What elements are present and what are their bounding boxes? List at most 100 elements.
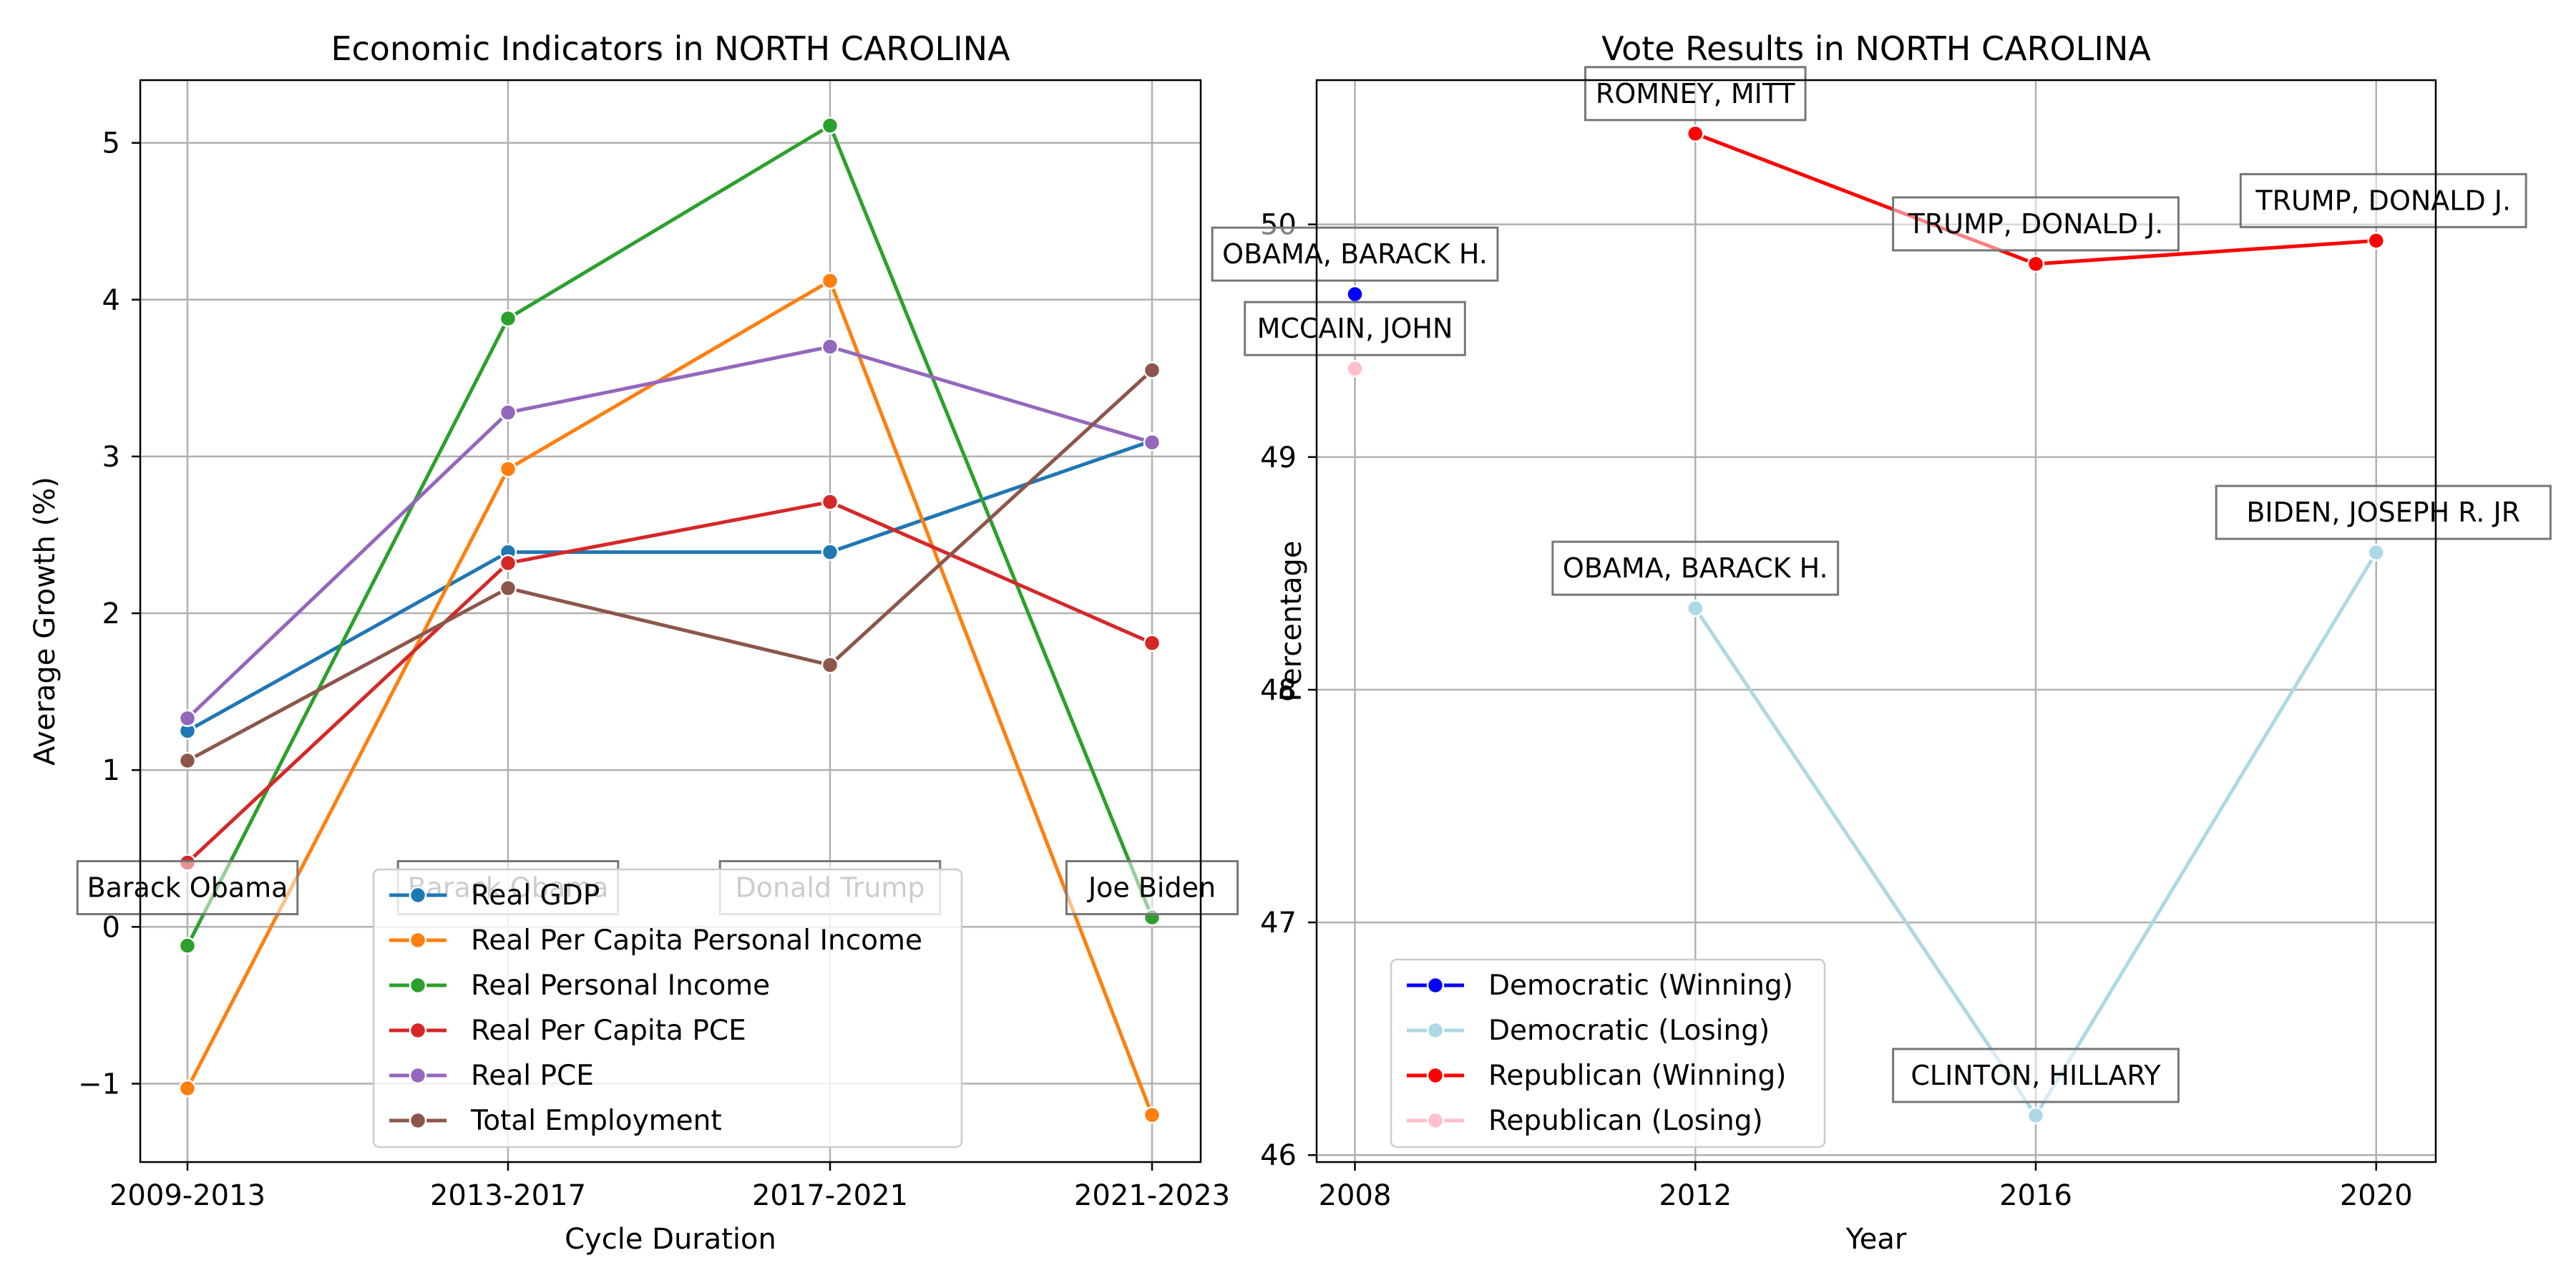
right-annotation-box <box>1892 1048 2180 1103</box>
left-x-axis-label: Cycle Duration <box>565 1223 776 1256</box>
left-series-line <box>186 369 1153 763</box>
left-data-point <box>1143 433 1161 452</box>
left-data-point <box>821 493 839 511</box>
left-legend-entry: Real Per Capita PCE <box>471 1015 746 1047</box>
right-annotation-box <box>1892 196 2180 252</box>
legend-swatch-marker <box>409 886 427 904</box>
right-x-axis-label: Year <box>1845 1223 1907 1256</box>
right-data-point <box>1687 599 1704 618</box>
right-y-axis-label: Percentage <box>1275 540 1308 701</box>
left-y-tick-label: 3 <box>102 441 120 474</box>
right-y-tick-label: 47 <box>1260 907 1297 940</box>
left-y-tick-label: 1 <box>102 754 120 787</box>
left-y-axis-label: Average Growth (%) <box>29 477 62 766</box>
left-data-point <box>178 1079 197 1098</box>
left-data-point <box>499 309 517 328</box>
legend-swatch-marker <box>409 1111 427 1130</box>
left-legend-entry: Real PCE <box>471 1060 594 1092</box>
right-annotation: BIDEN, JOSEPH R. JR <box>2246 497 2520 528</box>
left-x-tick-label: 2017-2021 <box>752 1179 908 1212</box>
right-data-point <box>2026 255 2045 273</box>
legend-swatch-marker <box>409 1021 427 1040</box>
right-annotation-box <box>2215 484 2552 540</box>
right-x-tick-label: 2008 <box>1319 1179 1392 1212</box>
left-chart-title: Economic Indicators in NORTH CAROLINA <box>331 29 1010 68</box>
left-data-point <box>178 751 197 770</box>
right-annotation: TRUMP, DONALD J. <box>2255 185 2511 216</box>
left-annotation-box <box>76 860 299 916</box>
left-y-tick-label: −1 <box>78 1068 120 1101</box>
left-x-tick-label: 2009-2013 <box>109 1179 265 1212</box>
legend-swatch-marker <box>409 976 427 995</box>
right-legend-entry: Democratic (Winning) <box>1488 970 1793 1002</box>
right-annotation: OBAMA, BARACK H. <box>1563 552 1828 584</box>
right-annotation-box <box>1551 540 1840 596</box>
legend-swatch-marker <box>409 931 427 950</box>
legend-swatch-marker <box>409 1066 427 1085</box>
left-data-point <box>821 117 839 135</box>
right-data-point <box>1346 285 1364 303</box>
legend-swatch-marker <box>1426 1021 1445 1040</box>
left-data-point <box>1143 634 1161 652</box>
left-legend <box>372 868 963 1148</box>
left-y-tick-label: 2 <box>102 597 120 630</box>
left-legend-entry: Real Per Capita Personal Income <box>471 924 922 957</box>
left-series-line <box>186 499 1153 864</box>
right-y-tick-label: 49 <box>1260 441 1297 474</box>
right-data-point <box>1346 359 1364 378</box>
right-legend <box>1390 958 1826 1148</box>
right-legend-entry: Democratic (Losing) <box>1488 1015 1770 1047</box>
left-data-point <box>821 338 839 356</box>
right-data-point <box>1687 125 1704 143</box>
left-data-point <box>178 709 197 728</box>
left-data-point <box>821 272 839 290</box>
left-series-line <box>186 439 1153 733</box>
right-data-point <box>2367 232 2385 250</box>
right-data-point <box>2026 1106 2045 1125</box>
left-legend-entry: Total Employment <box>470 1105 722 1137</box>
legend-swatch-marker <box>1426 1111 1445 1130</box>
right-annotation: TRUMP, DONALD J. <box>1908 208 2164 240</box>
left-data-point <box>1143 361 1161 379</box>
right-x-tick-label: 2020 <box>2340 1179 2413 1212</box>
left-annotation-box <box>1065 860 1239 916</box>
legend-swatch-marker <box>1426 1066 1445 1085</box>
left-data-point <box>1143 1106 1161 1124</box>
left-data-point <box>821 543 839 561</box>
left-legend-entry: Real Personal Income <box>471 970 770 1002</box>
left-annotation: Barack Obama <box>87 872 288 904</box>
right-annotation: OBAMA, BARACK H. <box>1222 238 1488 270</box>
left-series-line <box>185 278 1154 1116</box>
left-data-point <box>499 404 517 421</box>
left-y-tick-label: 4 <box>102 284 120 317</box>
left-legend-entry: Real GDP <box>471 879 600 912</box>
right-annotation-box <box>1211 226 1499 282</box>
left-x-tick-label: 2013-2017 <box>430 1179 586 1212</box>
right-plot-frame <box>1315 79 2437 1163</box>
left-data-point <box>499 554 517 572</box>
right-chart-title: Vote Results in NORTH CAROLINA <box>1601 29 2151 68</box>
right-data-point <box>2367 543 2385 562</box>
right-x-tick-label: 2012 <box>1659 1179 1732 1212</box>
right-x-tick-label: 2016 <box>1999 1179 2072 1212</box>
right-legend-entry: Republican (Losing) <box>1488 1105 1763 1137</box>
right-annotation-box <box>2239 172 2527 228</box>
left-series-line <box>186 344 1153 720</box>
left-x-tick-label: 2021-2023 <box>1074 1179 1230 1212</box>
left-y-tick-label: 5 <box>102 127 120 160</box>
left-series-line <box>185 122 1154 947</box>
right-annotation: MCCAIN, JOHN <box>1257 313 1453 344</box>
left-data-point <box>499 579 517 597</box>
left-plot-frame <box>139 79 1202 1163</box>
right-legend-entry: Republican (Winning) <box>1488 1060 1786 1092</box>
left-y-tick-label: 0 <box>102 911 120 944</box>
legend-swatch-marker <box>1426 976 1445 995</box>
right-y-tick-label: 48 <box>1260 674 1297 707</box>
left-data-point <box>499 460 517 478</box>
left-data-point <box>821 656 839 674</box>
left-data-point <box>178 937 197 955</box>
right-annotation: ROMNEY, MITT <box>1596 78 1795 109</box>
left-annotation: Joe Biden <box>1087 872 1216 904</box>
